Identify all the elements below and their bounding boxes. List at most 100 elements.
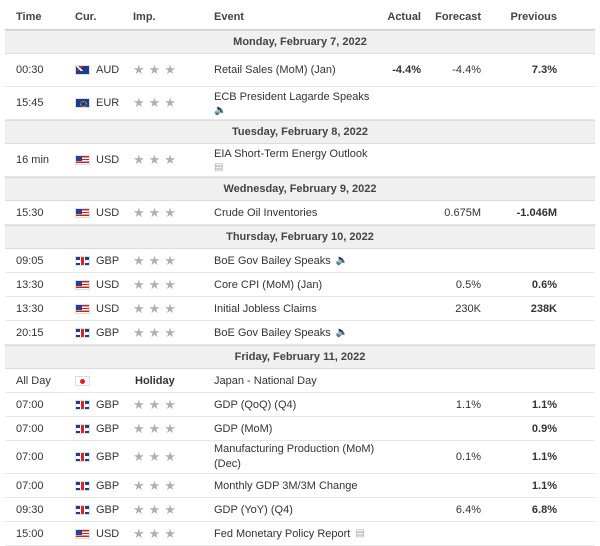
gbp-flag-icon xyxy=(75,504,90,515)
event-forecast: 0.1% xyxy=(455,451,481,463)
event-forecast: 0.675M xyxy=(444,206,481,219)
event-title[interactable]: Crude Oil Inventories xyxy=(214,206,318,219)
event-row[interactable]: 07:00 GBP ★★★ GDP (MoM) 0.9% xyxy=(5,417,595,441)
document-icon: ▤ xyxy=(355,528,365,539)
event-name[interactable]: Monthly GDP 3M/3M Change xyxy=(214,474,357,497)
event-name[interactable]: Japan - National Day xyxy=(214,369,317,392)
event-name[interactable]: Initial Jobless Claims xyxy=(214,297,317,320)
event-row[interactable]: 16 min USD ★★★ EIA Short-Term Energy Outloo… xyxy=(5,144,595,177)
calendar-body: Monday, February 7, 2022 00:30 AUD ★★★ Retai… xyxy=(5,30,595,546)
event-title[interactable]: GDP (YoY) (Q4) xyxy=(214,503,293,516)
event-name[interactable]: BoE Gov Bailey Speaks 🔈 xyxy=(214,249,348,272)
event-previous: 7.3% xyxy=(531,64,557,76)
event-title[interactable]: EIA Short-Term Energy Outlook xyxy=(214,147,368,160)
event-row[interactable]: 20:15 GBP ★★★ BoE Gov Bailey Speaks 🔈 xyxy=(5,321,595,345)
event-row[interactable]: 13:30 USD ★★★ Core CPI (MoM) (Jan) 0.5% 0.6% xyxy=(5,273,595,297)
economic-calendar: Time Cur. Imp. Event Actual Forecast Pre… xyxy=(5,5,595,546)
event-row[interactable]: 07:00 GBP ★★★ Monthly GDP 3M/3M Change 1.1% xyxy=(5,474,595,498)
event-time: 15:30 xyxy=(16,206,44,219)
event-name[interactable]: Manufacturing Production (MoM) (Dec) xyxy=(214,441,389,473)
event-row[interactable]: 09:30 GBP ★★★ GDP (YoY) (Q4) 6.4% 6.8% xyxy=(5,498,595,522)
event-row[interactable]: 13:30 USD ★★★ Initial Jobless Claims 230K 238… xyxy=(5,297,595,321)
event-time: 09:30 xyxy=(16,503,44,516)
event-title[interactable]: Manufacturing Production (MoM) (Dec) xyxy=(214,443,375,470)
event-name[interactable]: ECB President Lagarde Speaks 🔈 xyxy=(214,87,369,119)
event-name[interactable]: BoE Gov Bailey Speaks 🔈 xyxy=(214,321,348,344)
event-title[interactable]: Initial Jobless Claims xyxy=(214,302,317,315)
event-row[interactable]: 07:00 GBP ★★★ Manufacturing Production (MoM… xyxy=(5,441,595,474)
event-title[interactable]: ECB President Lagarde Speaks xyxy=(214,90,370,103)
gbp-flag-icon xyxy=(75,399,90,410)
event-title[interactable]: GDP (MoM) xyxy=(214,422,273,435)
event-row[interactable]: 09:05 GBP ★★★ BoE Gov Bailey Speaks 🔈 xyxy=(5,249,595,273)
event-name[interactable]: Retail Sales (MoM) (Jan) xyxy=(214,54,336,86)
event-time: 13:30 xyxy=(16,302,44,315)
event-title[interactable]: BoE Gov Bailey Speaks xyxy=(214,326,331,339)
event-forecast: 230K xyxy=(455,302,481,315)
currency-code: USD xyxy=(96,206,120,219)
event-time: 07:00 xyxy=(16,422,44,435)
event-previous: 238K xyxy=(530,302,557,315)
header-previous[interactable]: Previous xyxy=(510,11,557,23)
header-forecast[interactable]: Forecast xyxy=(435,11,481,23)
gbp-flag-icon xyxy=(75,327,90,338)
usd-flag-icon xyxy=(75,279,90,290)
event-previous: -1.046M xyxy=(516,206,557,219)
usd-flag-icon xyxy=(75,303,90,314)
event-currency: USD xyxy=(75,201,119,224)
importance-stars: ★★★ xyxy=(133,300,180,316)
header-currency[interactable]: Cur. xyxy=(75,11,97,23)
importance-stars: ★★★ xyxy=(133,62,180,77)
event-currency: GBP xyxy=(75,417,119,440)
importance-stars: ★★★ xyxy=(133,420,180,436)
table-header: Time Cur. Imp. Event Actual Forecast Pre… xyxy=(5,5,595,30)
event-currency: GBP xyxy=(75,498,119,521)
currency-code: GBP xyxy=(96,422,120,435)
event-name[interactable]: Crude Oil Inventories xyxy=(214,201,317,224)
event-title[interactable]: Japan - National Day xyxy=(214,374,317,387)
event-row[interactable]: 15:45 EUR ★★★ ECB President Lagarde Speaks 🔈 xyxy=(5,87,595,120)
event-name[interactable]: GDP (QoQ) (Q4) xyxy=(214,393,296,416)
day-header: Friday, February 11, 2022 xyxy=(5,345,595,369)
day-header: Thursday, February 10, 2022 xyxy=(5,225,595,249)
event-row[interactable]: 15:00 USD ★★★ Fed Monetary Policy Report ▤ xyxy=(5,522,595,546)
event-name[interactable]: GDP (YoY) (Q4) xyxy=(214,498,293,521)
event-title[interactable]: Retail Sales (MoM) (Jan) xyxy=(214,64,336,76)
event-time: 00:30 xyxy=(16,64,44,76)
event-time: 07:00 xyxy=(16,451,44,463)
currency-code: USD xyxy=(96,527,120,540)
event-name[interactable]: EIA Short-Term Energy Outlook ▤ xyxy=(214,144,367,176)
event-title[interactable]: BoE Gov Bailey Speaks xyxy=(214,254,331,267)
event-currency: GBP xyxy=(75,441,119,473)
event-forecast: -4.4% xyxy=(452,64,481,76)
event-title[interactable]: Monthly GDP 3M/3M Change xyxy=(214,479,358,492)
event-currency: USD xyxy=(75,297,119,320)
event-previous: 0.9% xyxy=(531,422,557,435)
header-event[interactable]: Event xyxy=(214,11,244,23)
event-title[interactable]: GDP (QoQ) (Q4) xyxy=(214,398,297,411)
event-time: 16 min xyxy=(16,154,50,166)
event-row[interactable]: 15:30 USD ★★★ Crude Oil Inventories 0.675M -1… xyxy=(5,201,595,225)
event-title[interactable]: Fed Monetary Policy Report xyxy=(214,527,351,540)
event-name[interactable]: Core CPI (MoM) (Jan) xyxy=(214,273,322,296)
event-currency: EUR xyxy=(75,87,119,119)
event-time: 09:05 xyxy=(16,254,44,267)
currency-code: USD xyxy=(96,278,120,291)
header-importance[interactable]: Imp. xyxy=(133,11,156,23)
event-row[interactable]: 07:00 GBP ★★★ GDP (QoQ) (Q4) 1.1% 1.1% xyxy=(5,393,595,417)
speaker-icon: 🔈 xyxy=(214,104,227,116)
event-row[interactable]: 00:30 AUD ★★★ Retail Sales (MoM) (Jan) -4.4%… xyxy=(5,54,595,87)
event-row[interactable]: All Day Holiday Japan - National Day xyxy=(5,369,595,393)
currency-code: GBP xyxy=(96,503,120,516)
header-actual[interactable]: Actual xyxy=(387,11,421,23)
document-icon: ▤ xyxy=(214,161,224,173)
importance-stars: ★★★ xyxy=(133,204,180,220)
usd-flag-icon xyxy=(75,528,90,539)
header-time[interactable]: Time xyxy=(16,11,42,23)
event-forecast: 6.4% xyxy=(455,503,481,516)
event-title[interactable]: Core CPI (MoM) (Jan) xyxy=(214,278,323,291)
event-name[interactable]: Fed Monetary Policy Report ▤ xyxy=(214,522,365,545)
event-name[interactable]: GDP (MoM) xyxy=(214,417,272,440)
event-previous: 6.8% xyxy=(531,503,557,516)
importance-stars: ★★★ xyxy=(133,449,180,464)
